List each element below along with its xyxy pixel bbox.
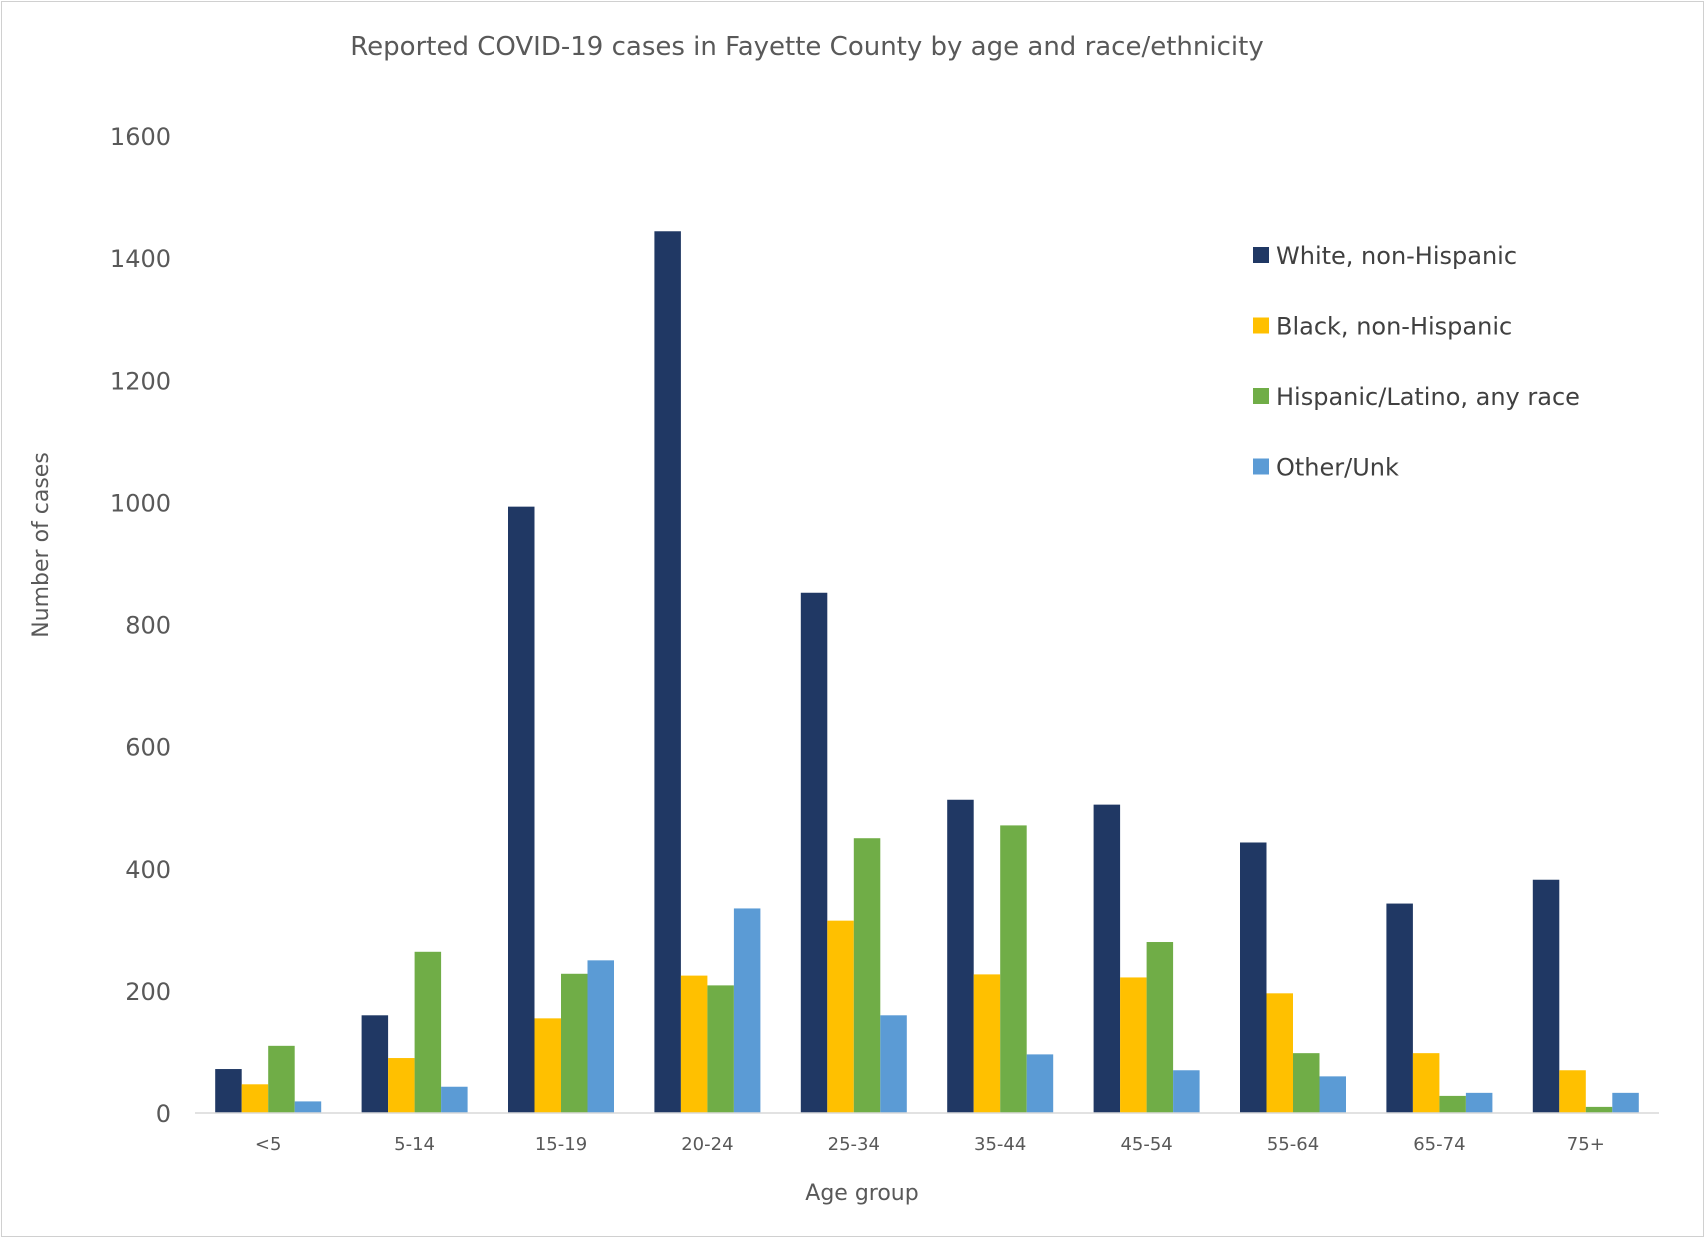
legend-label: Other/Unk <box>1276 454 1399 482</box>
x-tick-label: 75+ <box>1567 1134 1605 1155</box>
y-tick-label: 600 <box>125 734 171 762</box>
bar-514-series-2 <box>414 951 442 1113</box>
bar-5-series-2 <box>268 1045 295 1113</box>
bar-2024-series-3 <box>733 908 761 1113</box>
bar-5-series-3 <box>294 1101 322 1113</box>
bar-75-series-2 <box>1585 1106 1613 1113</box>
x-tick-label: 55-64 <box>1267 1134 1319 1155</box>
bar-6574-series-0 <box>1386 903 1413 1113</box>
legend: White, non-Hispanic Black, non-Hispanic Hi… <box>1253 242 1580 482</box>
legend-label: Hispanic/Latino, any race <box>1276 383 1580 411</box>
bar-3544-series-3 <box>1026 1054 1054 1113</box>
x-axis-ticks: <5 5-14 15-19 20-24 25-34 35-44 45-54 55-64 65-7… <box>255 1134 1605 1155</box>
y-tick-label: 1000 <box>110 489 171 517</box>
bar-6574-series-3 <box>1465 1092 1493 1113</box>
bar-3544-series-1 <box>973 974 1001 1113</box>
bar-2024-series-2 <box>707 985 734 1113</box>
bar-2534-series-0 <box>800 592 828 1113</box>
x-tick-label: 45-54 <box>1120 1134 1172 1155</box>
y-tick-label: 200 <box>125 978 171 1006</box>
bar-1519-series-0 <box>508 506 535 1113</box>
x-tick-label: 25-34 <box>828 1134 880 1155</box>
bar-2534-series-1 <box>827 920 854 1113</box>
bar-4554-series-2 <box>1146 942 1174 1113</box>
legend-label: Black, non-Hispanic <box>1276 313 1512 341</box>
x-tick-label: 5-14 <box>394 1134 435 1155</box>
bar-6574-series-2 <box>1439 1095 1466 1113</box>
bar-5564-series-1 <box>1266 993 1293 1113</box>
bar-75-series-1 <box>1559 1070 1586 1113</box>
y-tick-label: 1400 <box>110 245 171 273</box>
bar-1519-series-1 <box>534 1018 561 1113</box>
bar-2024-series-1 <box>680 975 708 1113</box>
bar-75-series-0 <box>1532 879 1560 1113</box>
legend-label: White, non-Hispanic <box>1276 242 1517 270</box>
bar-5-series-1 <box>241 1084 269 1113</box>
legend-swatch <box>1253 388 1269 404</box>
y-tick-label: 0 <box>156 1100 171 1128</box>
bar-514-series-3 <box>441 1086 468 1113</box>
bar-4554-series-1 <box>1120 977 1147 1113</box>
bar-2534-series-2 <box>853 838 881 1113</box>
bar-6574-series-1 <box>1412 1053 1440 1113</box>
x-tick-label: <5 <box>255 1134 282 1155</box>
bar-4554-series-0 <box>1093 804 1121 1113</box>
y-tick-label: 800 <box>125 612 171 640</box>
bar-3544-series-0 <box>947 799 974 1113</box>
x-axis-title: Age group <box>805 1181 918 1206</box>
legend-swatch <box>1253 247 1269 263</box>
legend-swatch <box>1253 458 1269 475</box>
bar-514-series-0 <box>361 1015 389 1113</box>
legend-swatch <box>1253 317 1269 334</box>
bar-514-series-1 <box>388 1058 415 1113</box>
bar-2024-series-0 <box>654 231 681 1113</box>
x-tick-label: 20-24 <box>681 1134 733 1155</box>
x-tick-label: 35-44 <box>974 1134 1026 1155</box>
y-axis-ticks: 0 200 400 600 800 1000 1200 1400 1600 <box>110 123 171 1128</box>
bars <box>215 231 1639 1113</box>
bar-3544-series-2 <box>1000 825 1027 1113</box>
x-tick-label: 15-19 <box>535 1134 587 1155</box>
bar-1519-series-3 <box>587 960 614 1113</box>
x-tick-label: 65-74 <box>1413 1134 1465 1155</box>
y-tick-label: 1200 <box>110 367 171 395</box>
bar-4554-series-3 <box>1173 1070 1200 1113</box>
y-tick-label: 1600 <box>110 123 171 151</box>
bar-75-series-3 <box>1612 1092 1639 1113</box>
chart-title: Reported COVID-19 cases in Fayette Count… <box>350 32 1263 62</box>
bar-2534-series-3 <box>880 1015 907 1113</box>
bar-1519-series-2 <box>561 973 588 1113</box>
bar-5564-series-0 <box>1240 842 1267 1113</box>
y-axis-title: Number of cases <box>29 452 54 638</box>
y-tick-label: 400 <box>125 856 171 884</box>
bar-5564-series-2 <box>1293 1053 1320 1113</box>
bar-5564-series-3 <box>1319 1076 1346 1113</box>
bar-5-series-0 <box>215 1069 242 1113</box>
